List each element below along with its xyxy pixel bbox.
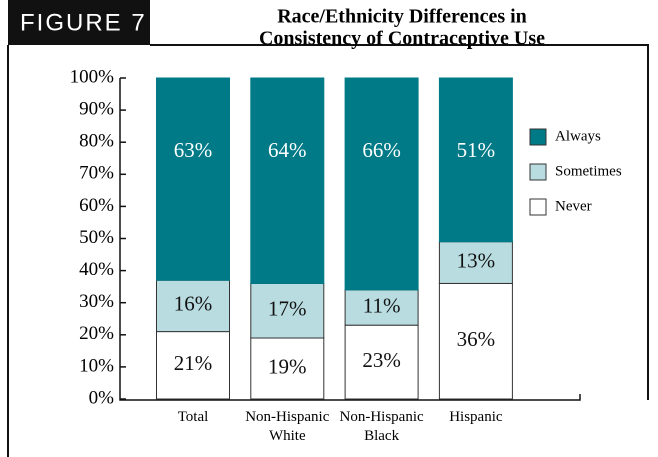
legend-label: Never: [555, 198, 592, 214]
legend-swatch: [529, 163, 547, 181]
legend-swatch: [529, 198, 547, 216]
y-tick-label: 10%: [79, 355, 114, 376]
frame: [7, 44, 649, 457]
y-tick-label: 0%: [89, 387, 115, 408]
figure-label-box: [8, 0, 150, 45]
value-label: 63%: [174, 138, 213, 162]
bar-segment: [250, 337, 325, 400]
figure-label: FIGURE 7: [20, 9, 147, 36]
y-tick-label: 50%: [79, 227, 114, 248]
bar-segment: [250, 282, 325, 339]
y-tick-label: 40%: [79, 259, 114, 280]
y-tick-label: 80%: [79, 131, 114, 152]
bar-segment: [156, 77, 230, 281]
bar-segment: [344, 77, 419, 291]
legend-label: Always: [555, 128, 601, 144]
chart-title: Race/Ethnicity Differences in: [277, 6, 527, 28]
y-tick-label: 20%: [79, 323, 114, 344]
legend-swatch: [529, 128, 547, 146]
value-label: 66%: [362, 138, 401, 162]
bar-segment: [156, 279, 230, 333]
value-label: 21%: [174, 351, 213, 375]
y-tick-label: 30%: [79, 291, 114, 312]
y-tick-label: 60%: [79, 195, 114, 216]
x-tick-label: Non-Hispanic Black: [339, 409, 424, 444]
value-label: 16%: [174, 292, 213, 316]
bar-segment: [344, 324, 419, 400]
x-tick-label: Total: [177, 409, 209, 425]
chart-title: Consistency of Contraceptive Use: [259, 28, 545, 50]
bar-segment: [250, 77, 325, 284]
y-tick-label: 100%: [70, 66, 115, 87]
bar-segment: [156, 331, 230, 400]
value-label: 13%: [457, 248, 496, 272]
x-tick-label: Hispanic: [449, 409, 503, 425]
y-tick-label: 90%: [79, 98, 114, 119]
y-tick-label: 70%: [79, 163, 114, 184]
value-label: 51%: [457, 138, 496, 162]
value-label: 11%: [363, 293, 401, 317]
value-label: 17%: [268, 297, 307, 321]
bar-segment: [344, 289, 419, 326]
value-label: 64%: [268, 138, 307, 162]
value-label: 23%: [362, 348, 401, 372]
value-label: 19%: [268, 354, 307, 378]
bar-segment: [438, 241, 513, 284]
bar-segment: [438, 77, 513, 243]
x-tick-label: Non-Hispanic White: [245, 409, 330, 444]
legend-label: Sometimes: [555, 163, 622, 179]
value-label: 36%: [457, 327, 496, 351]
